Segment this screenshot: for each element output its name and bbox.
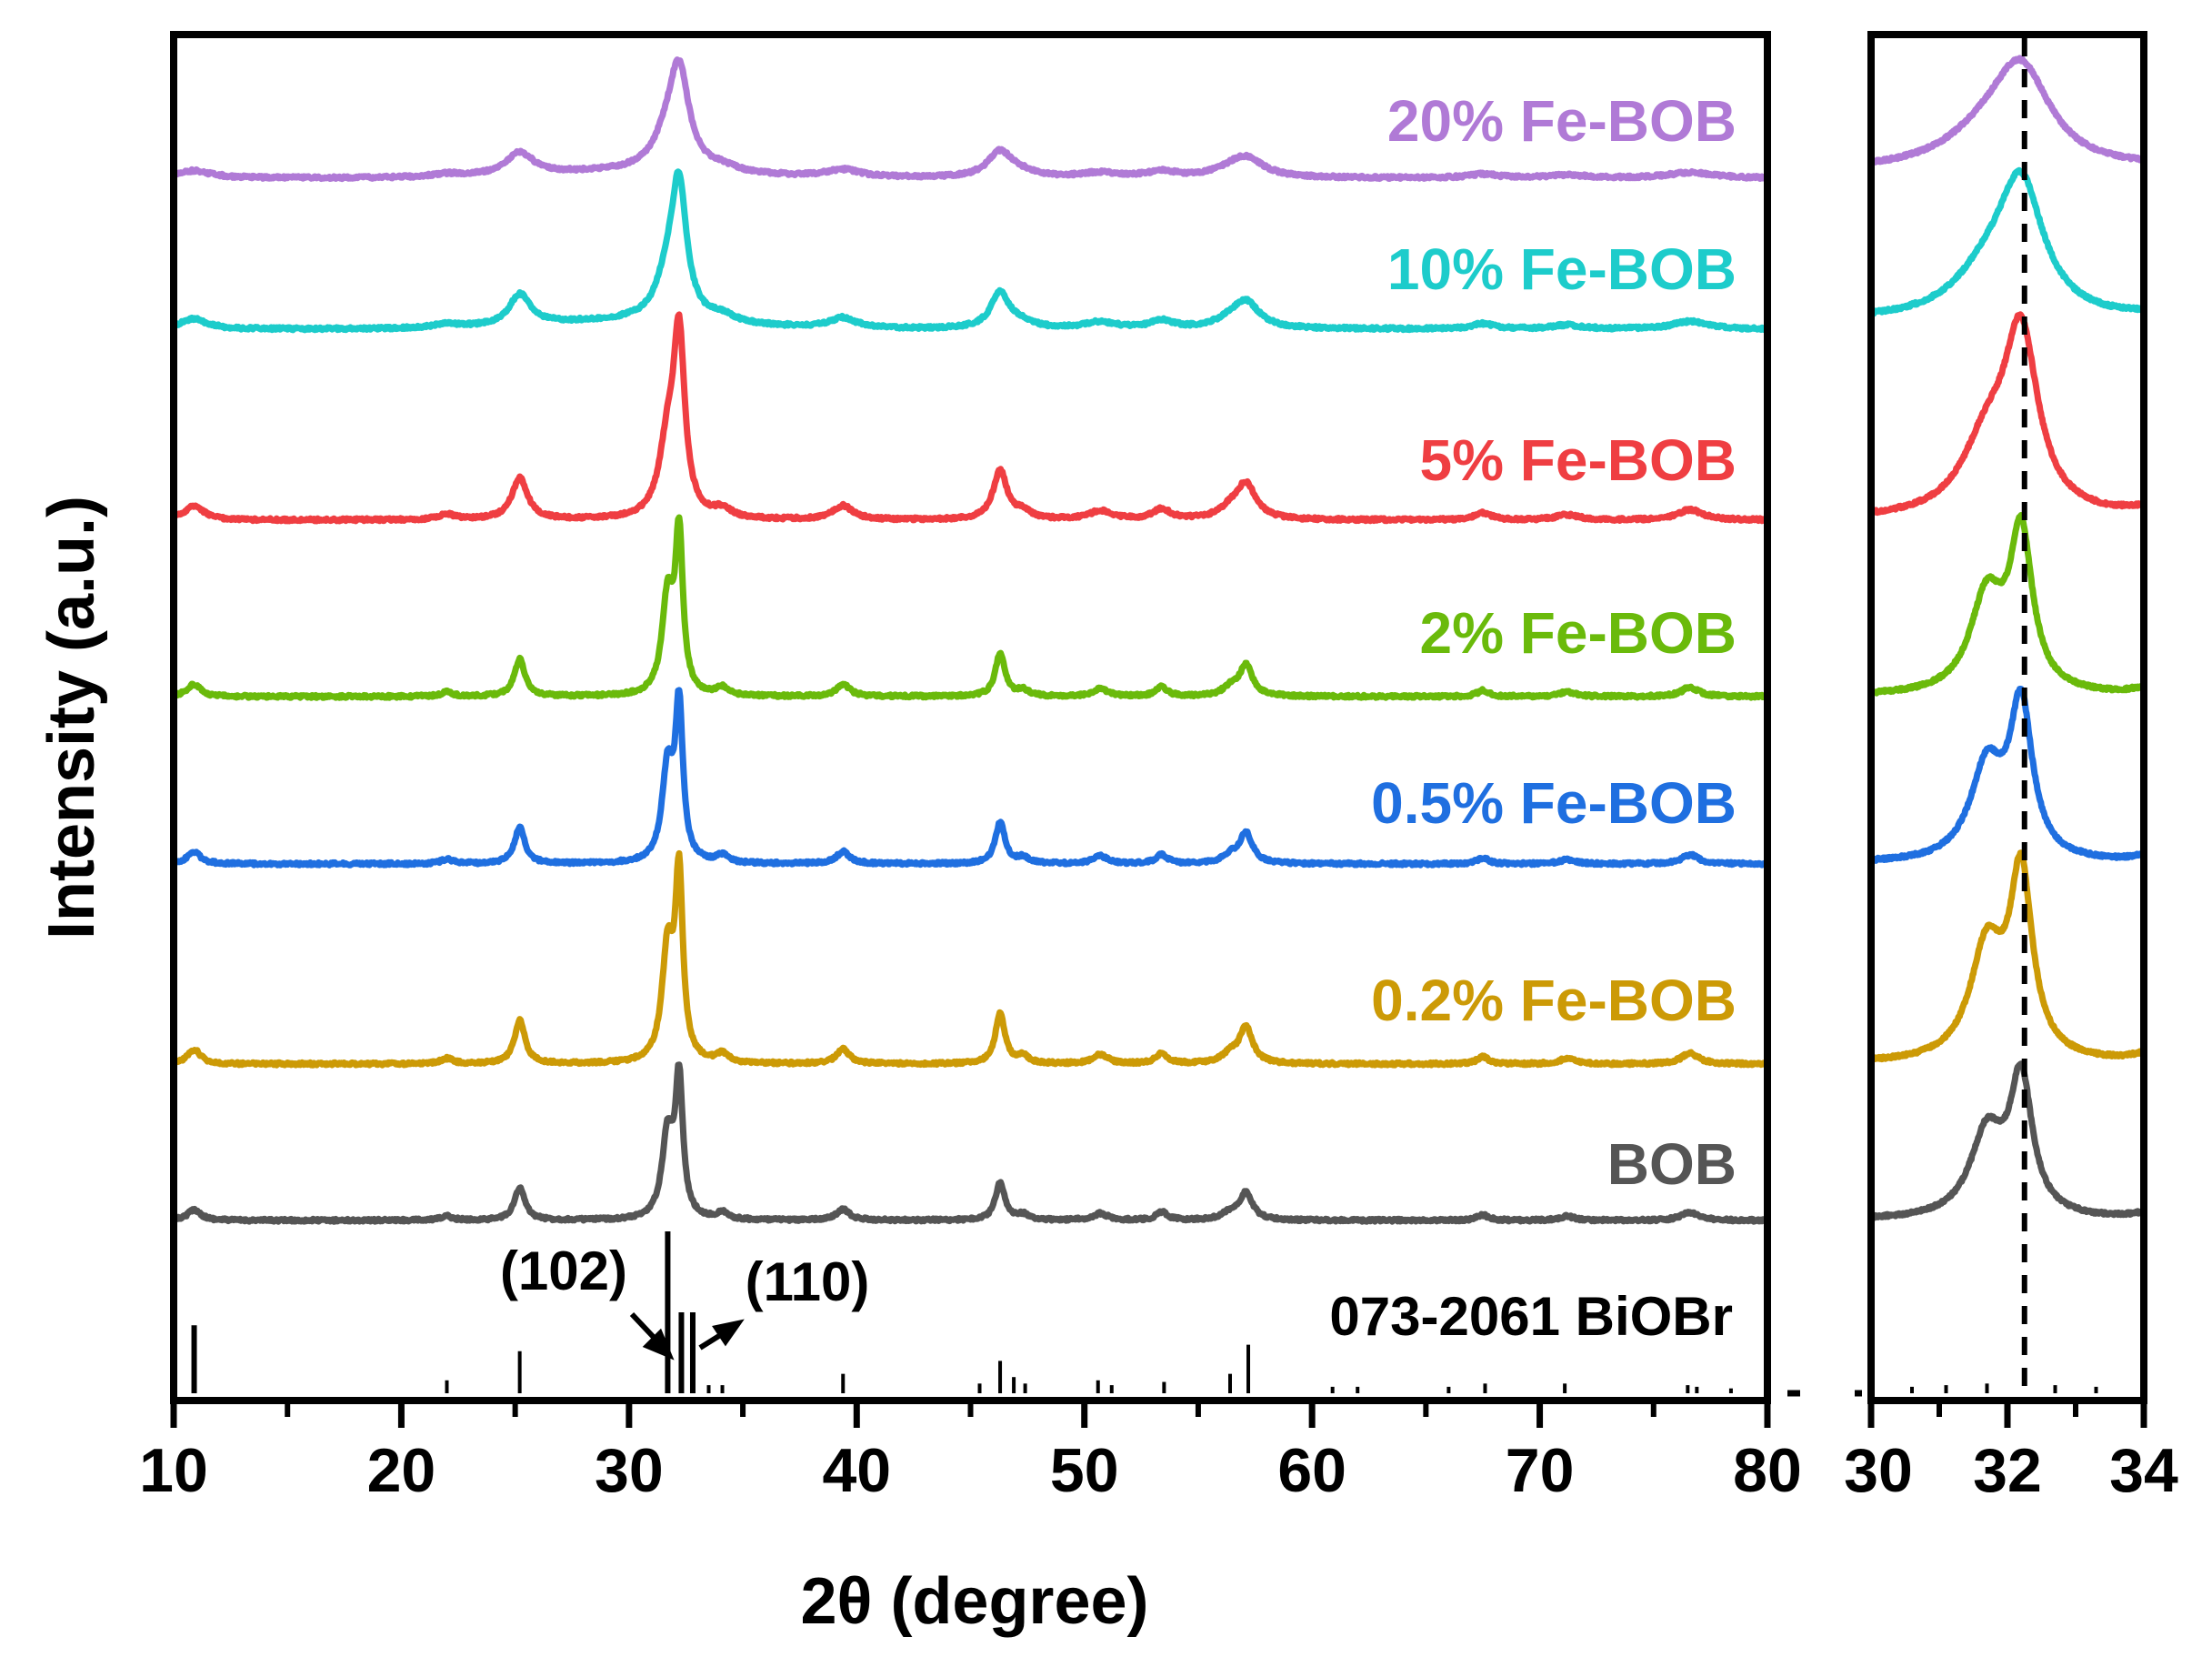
arrowhead-110 xyxy=(712,1319,745,1347)
reference-label: 073-2061 BiOBr xyxy=(1329,1286,1733,1347)
x-tick-label: 40 xyxy=(822,1436,891,1505)
x-tick-label: 60 xyxy=(1277,1436,1346,1505)
series-label-2-fe-bob: 2% Fe-BOB xyxy=(1420,600,1737,666)
zoom-panel-frame xyxy=(1867,31,2147,1404)
zoom-x-tick-label: 34 xyxy=(2109,1436,2178,1505)
reference-sticks xyxy=(191,1231,2098,1393)
arrowhead-102 xyxy=(642,1328,675,1361)
series-label-0-2-fe-bob: 0.2% Fe-BOB xyxy=(1371,968,1737,1033)
trace-10-fe-bob xyxy=(170,168,1770,334)
series-label-10-fe-bob: 10% Fe-BOB xyxy=(1387,236,1737,302)
zoom-trace-20-fe-bob xyxy=(1867,55,2147,166)
x-tick-label: 80 xyxy=(1733,1436,1802,1505)
y-axis-title: Intensity (a.u.) xyxy=(35,496,108,939)
x-tick-label: 20 xyxy=(367,1436,436,1505)
x-tick-label: 30 xyxy=(595,1436,664,1505)
annotation-arrows xyxy=(629,1311,745,1361)
trace-20-fe-bob xyxy=(170,56,1770,183)
zoom-trace-0-2-fe-bob xyxy=(1867,849,2147,1063)
zoom-trace-0-5-fe-bob xyxy=(1867,686,2147,864)
series-label-0-5-fe-bob: 0.5% Fe-BOB xyxy=(1371,770,1737,836)
x-tick-label: 70 xyxy=(1506,1436,1575,1505)
zoom-trace-bob xyxy=(1867,1060,2147,1221)
main-x-ticks: 10 20 30 40 50 60 70 80 xyxy=(139,1401,1802,1505)
annotation-102: (102) xyxy=(500,1240,627,1301)
trace-0-5-fe-bob xyxy=(170,687,1770,869)
series-labels: BOB 0.2% Fe-BOB 0.5% Fe-BOB 2% Fe-BOB 5% Fe-… xyxy=(1371,88,1737,1197)
trace-2-fe-bob xyxy=(170,514,1770,701)
zoom-x-tick-label: 32 xyxy=(1973,1436,2042,1505)
zoom-x-ticks: 30 32 34 xyxy=(1844,1401,2178,1505)
series-label-bob: BOB xyxy=(1607,1131,1737,1197)
trace-bob xyxy=(170,1061,1770,1225)
series-label-5-fe-bob: 5% Fe-BOB xyxy=(1420,427,1737,493)
x-tick-label: 50 xyxy=(1050,1436,1119,1505)
annotation-110: (110) xyxy=(746,1251,870,1312)
x-axis-title: 2θ (degree) xyxy=(800,1565,1148,1638)
zoom-trace-10-fe-bob xyxy=(1867,166,2147,317)
main-panel-traces xyxy=(170,56,1770,1225)
zoom-panel-traces xyxy=(1867,55,2147,1221)
x-tick-label: 10 xyxy=(139,1436,208,1505)
zoom-trace-2-fe-bob xyxy=(1867,512,2147,698)
trace-0-2-fe-bob xyxy=(170,849,1770,1069)
zoom-x-tick-label: 30 xyxy=(1844,1436,1913,1505)
series-label-20-fe-bob: 20% Fe-BOB xyxy=(1387,88,1737,154)
zoom-trace-5-fe-bob xyxy=(1867,311,2147,517)
trace-5-fe-bob xyxy=(170,311,1770,525)
